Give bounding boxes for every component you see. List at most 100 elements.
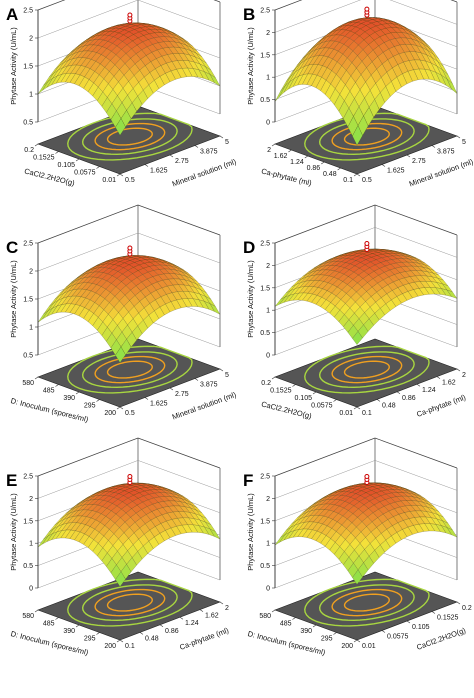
x-tick-label: 5 [225, 139, 229, 146]
z-tick-label: 1 [29, 541, 33, 548]
z-tick-label: 2 [29, 269, 33, 276]
x-tick-mark [119, 639, 124, 643]
y-tick-label: 390 [300, 628, 312, 635]
z-tick-label: 0 [266, 120, 270, 127]
y-tick-mark [34, 143, 39, 147]
panel-c: 0.5 1 1.5 2 2.5 Phytase Activity (U/mL) 0.5 1.6… [0, 204, 238, 465]
y-axis-title: D: Inoculum (spores/ml) [247, 629, 327, 657]
surface-cell [115, 118, 126, 136]
design-point [364, 6, 370, 12]
y-tick-mark [353, 639, 358, 643]
contour-line [318, 584, 415, 622]
z-tick-label: 1.5 [23, 64, 33, 71]
y-tick-label: 0.2 [261, 380, 271, 387]
y-tick-label: 200 [341, 643, 353, 650]
x-tick-mark [456, 135, 461, 139]
x-tick-label: 1.625 [387, 168, 405, 175]
y-tick-mark [333, 399, 337, 402]
z-tick-label: 2 [29, 496, 33, 503]
x-tick-mark [159, 624, 164, 628]
y-tick-label: 0.105 [294, 395, 312, 402]
y-tick-label: 0.1525 [270, 388, 292, 395]
y-tick-label: 295 [321, 636, 333, 643]
z-tick-label: 2.5 [23, 474, 33, 481]
x-tick-label: 0.105 [412, 624, 430, 631]
box-top-edge [37, 0, 221, 11]
x-tick-mark [144, 164, 149, 167]
z-tick-label: 0 [266, 586, 270, 593]
y-tick-mark [34, 609, 39, 613]
y-tick-mark [333, 632, 337, 635]
design-point [364, 241, 370, 247]
z-tick-label: 1.5 [260, 285, 270, 292]
y-tick-mark [116, 173, 121, 177]
x-tick-label: 0.01 [362, 643, 376, 650]
z-tick-label: 2 [266, 263, 270, 270]
x-tick-mark [406, 620, 411, 624]
z-axis-title: Phytase Activity (U/mL) [9, 27, 18, 105]
panel-label: B [243, 5, 255, 24]
y-tick-label: 0.1525 [33, 155, 55, 162]
contour-line [331, 355, 403, 384]
contour-line [343, 593, 390, 612]
z-tick-label: 2.5 [260, 474, 270, 481]
x-tick-label: 2.75 [412, 158, 426, 165]
y-tick-label: 0.86 [307, 165, 321, 172]
contour-line [304, 578, 430, 627]
x-tick-label: 0.1 [125, 643, 135, 650]
z-tick-label: 1.5 [260, 52, 270, 59]
wall-gridline [37, 0, 221, 11]
y-tick-label: 580 [22, 613, 34, 620]
y-tick-mark [321, 161, 325, 165]
x-tick-label: 2.75 [175, 158, 189, 165]
z-tick-label: 1.5 [23, 297, 33, 304]
y-tick-mark [116, 639, 121, 643]
z-axis-title: Phytase Activity (U/mL) [246, 260, 255, 338]
z-tick-label: 0.5 [260, 563, 270, 570]
box-top-edge [274, 437, 458, 477]
x-tick-mark [169, 387, 174, 391]
design-point [364, 474, 370, 480]
x-tick-mark [416, 383, 421, 387]
z-tick-label: 0 [266, 353, 270, 360]
z-axis-title: Phytase Activity (U/mL) [9, 260, 18, 338]
panel-label: D [243, 238, 255, 257]
y-tick-label: 0.2 [24, 147, 34, 154]
x-tick-label: 0.5 [125, 410, 135, 417]
y-tick-label: 390 [63, 628, 75, 635]
contour-line [81, 584, 178, 622]
y-tick-mark [96, 399, 100, 402]
wall-gridline [274, 460, 458, 499]
z-tick-label: 0.5 [23, 120, 33, 127]
z-tick-label: 2 [266, 496, 270, 503]
y-axis-title: CaCl2.2H2O(g) [260, 399, 313, 420]
x-tick-mark [396, 391, 401, 395]
y-tick-mark [55, 384, 59, 387]
x-tick-label: 1.62 [205, 613, 219, 620]
surface-cell [274, 85, 286, 102]
y-tick-label: 1.24 [290, 159, 304, 166]
z-tick-label: 0.5 [260, 330, 270, 337]
z-tick-label: 0 [29, 586, 33, 593]
x-tick-mark [356, 173, 361, 177]
z-tick-label: 1 [266, 308, 270, 315]
x-tick-label: 0.86 [165, 628, 179, 635]
panel-label: A [6, 5, 18, 24]
y-tick-label: 295 [84, 636, 96, 643]
z-axis-title: Phytase Activity (U/mL) [246, 493, 255, 571]
y-tick-mark [271, 143, 276, 147]
panel-label: E [6, 471, 17, 490]
x-tick-mark [199, 609, 204, 612]
y-tick-mark [312, 624, 317, 628]
x-tick-mark [431, 145, 436, 148]
z-tick-label: 0.5 [260, 97, 270, 104]
x-tick-label: 2 [462, 372, 466, 379]
y-tick-mark [96, 166, 100, 169]
y-tick-label: 485 [43, 388, 55, 395]
contour-line [304, 345, 430, 394]
x-tick-label: 1.625 [150, 401, 168, 408]
y-tick-mark [304, 155, 308, 159]
y-tick-label: 0.48 [323, 171, 337, 178]
surface-plot-a: 0.5 1 1.5 2 2.5 Phytase Activity (U/mL) 0.5 1.6… [6, 0, 238, 189]
y-tick-label: 485 [280, 621, 292, 628]
